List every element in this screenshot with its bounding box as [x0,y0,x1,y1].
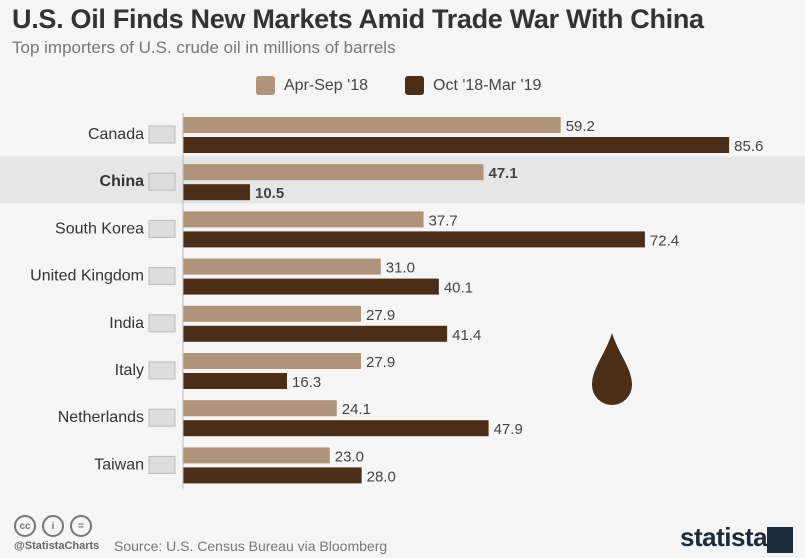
by-icon: i [42,515,64,537]
license-icons: cc i = [14,515,92,537]
chart-subtitle: Top importers of U.S. crude oil in milli… [12,38,396,57]
bar [183,400,337,417]
chart-title: U.S. Oil Finds New Markets Amid Trade Wa… [12,4,704,34]
data-label: 85.6 [734,138,763,155]
legend-label: Apr-Sep '18 [284,76,368,94]
statista-logo: statista [680,522,768,552]
flag-icon [148,125,176,144]
data-label: 59.2 [566,118,595,135]
bar [183,373,287,389]
flag-icon [148,361,176,380]
data-label: 40.1 [444,280,473,297]
bar [183,184,250,201]
bar [183,137,730,153]
bar [183,420,489,437]
flag-icon [148,408,176,427]
data-label: 27.9 [366,354,395,371]
social-handle: @StatistaCharts [14,540,100,552]
legend-item-series2: Oct '18-Mar '19 [405,76,541,95]
bar [183,211,424,228]
bar [183,164,484,181]
data-label: 37.7 [429,212,458,229]
category-label: Italy [115,362,144,379]
data-label: 23.0 [335,448,364,465]
data-label: 31.0 [386,260,415,277]
bar [183,117,561,133]
category-label: Taiwan [94,456,144,473]
data-label: 24.1 [342,401,371,418]
category-label: India [109,315,144,332]
flag-icon [148,314,176,333]
bar [183,278,439,295]
legend-item-series1: Apr-Sep '18 [256,76,368,95]
flag-icon [148,172,176,191]
bar [183,258,381,275]
data-label: 28.0 [367,468,396,485]
category-label: Canada [88,126,144,143]
oil-drop-icon [592,333,632,405]
flag-icon [148,455,176,474]
data-label: 41.4 [452,327,481,344]
data-label: 10.5 [255,185,284,202]
bar [183,325,448,342]
bar [183,231,645,248]
data-label: 16.3 [292,374,321,391]
flag-icon [148,267,176,286]
category-label: China [100,173,145,190]
bar-chart: Canada 59.2 85.6 China 47.1 10.5 South Korea 37… [0,113,805,489]
statista-logo-mark [767,527,793,553]
category-label: South Korea [55,220,144,237]
legend-label: Oct '18-Mar '19 [433,76,542,94]
data-label: 72.4 [650,232,679,249]
legend-swatch [405,76,424,95]
bar [183,467,362,484]
bar [183,305,362,322]
category-label: United Kingdom [30,268,144,285]
data-label: 27.9 [366,307,395,324]
data-label: 47.1 [488,165,517,182]
nd-icon: = [70,515,92,537]
flag-icon [148,219,176,238]
bar [183,447,330,464]
source-text: Source: U.S. Census Bureau via Bloomberg [114,538,388,554]
legend-swatch [256,76,275,95]
cc-icon: cc [14,515,36,537]
bar [183,353,362,369]
category-label: Netherlands [58,409,144,426]
data-label: 47.9 [494,421,523,438]
